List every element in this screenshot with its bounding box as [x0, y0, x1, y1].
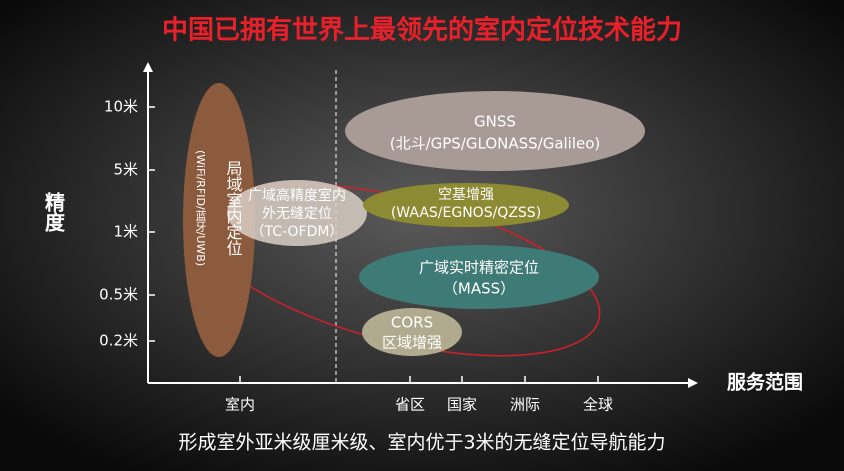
region-label: (北斗/GPS/GLONASS/Galileo): [390, 135, 601, 153]
region-label: (WAAS/EGNOS/QZSS): [391, 205, 541, 221]
y-tick-label: 0.2米: [99, 332, 138, 350]
region-ellipse: [345, 91, 645, 171]
x-arrow: [688, 378, 698, 388]
region-label: （MASS）: [443, 280, 515, 298]
region-ellipse: [363, 183, 569, 227]
y-tick-label: 5米: [113, 161, 138, 179]
region-label: （TC-OFDM）: [251, 224, 344, 240]
x-axis-label: 服务范围: [727, 371, 803, 394]
y-arrow: [143, 62, 153, 72]
region-ellipse: [183, 83, 255, 357]
region-label: 外无缝定位: [262, 206, 332, 222]
region-label: CORS: [391, 314, 433, 332]
x-tick-label: 国家: [447, 396, 477, 414]
y-tick-label: 10米: [104, 98, 138, 116]
x-tick-label: 省区: [395, 396, 425, 414]
region-label: 广域高精度室内: [248, 187, 346, 204]
x-tick-label: 全球: [583, 396, 613, 414]
region-label: 局域室内定位: [224, 160, 243, 256]
y-tick-label: 0.5米: [99, 286, 138, 304]
region-label: 空基增强: [438, 186, 494, 203]
region-ellipse: [227, 180, 367, 246]
region-ellipse: [359, 245, 599, 309]
footer: 形成室外亚米级厘米级、室内优于3米的无缝定位导航能力: [178, 432, 665, 454]
region-label: 广域实时精密定位: [419, 259, 539, 277]
region-label: (WiFi/RFID/蓝牙/UWB): [194, 150, 207, 266]
region-ellipse: [362, 308, 462, 356]
title: 中国已拥有世界上最领先的室内定位技术能力: [162, 15, 682, 46]
region-label: 区域增强: [382, 334, 442, 352]
y-tick-label: 1米: [113, 223, 138, 241]
y-axis-label: 精度: [42, 191, 66, 233]
region-label: GNSS: [474, 113, 516, 131]
x-tick-label: 室内: [225, 396, 255, 414]
x-tick-label: 洲际: [510, 396, 540, 414]
